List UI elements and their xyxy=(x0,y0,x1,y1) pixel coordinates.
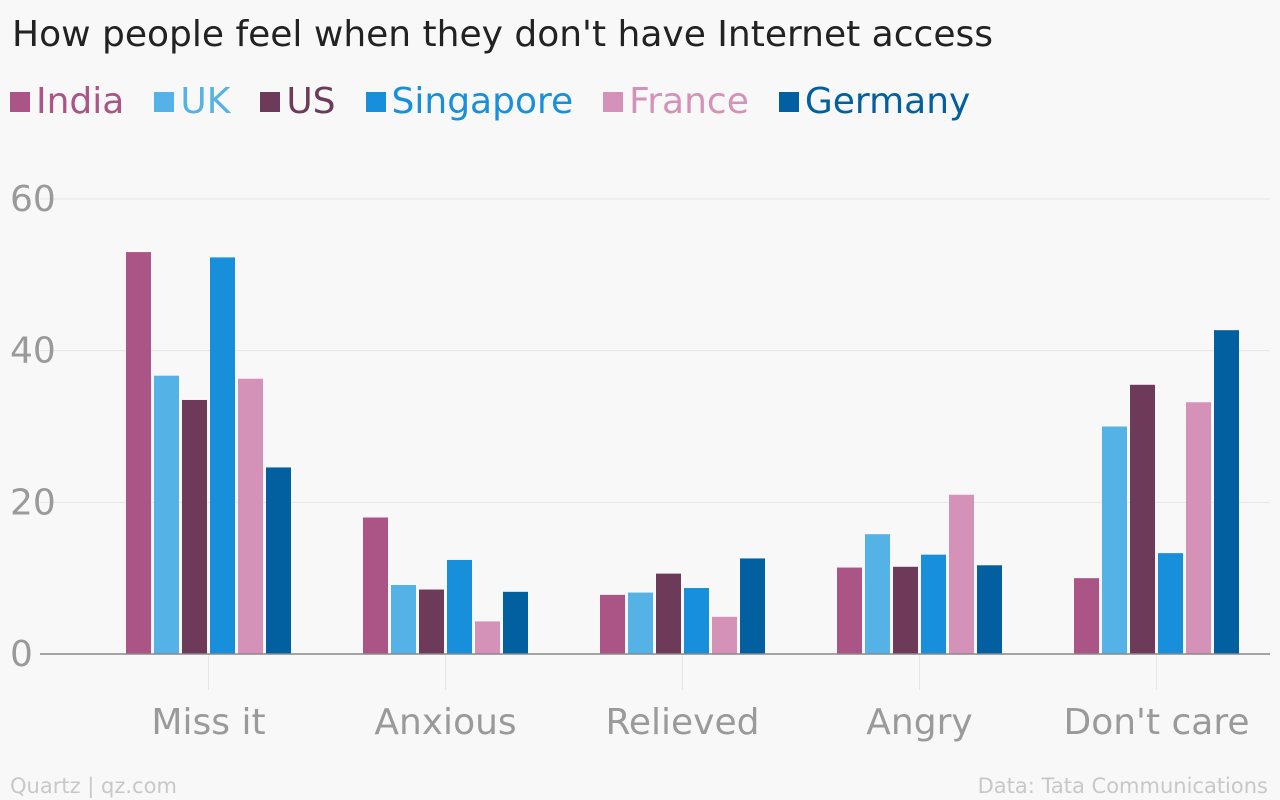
x-tick-label: Angry xyxy=(866,702,972,743)
x-tick-label: Miss it xyxy=(151,702,265,743)
bar-germany xyxy=(740,558,765,654)
bar-india xyxy=(1074,578,1099,654)
bar-uk xyxy=(1102,426,1127,654)
legend-swatch xyxy=(260,92,281,112)
chart-title: How people feel when they don't have Int… xyxy=(12,14,993,55)
bar-uk xyxy=(865,534,890,654)
legend-swatch xyxy=(778,92,799,112)
bar-singapore xyxy=(921,554,946,654)
bar-us xyxy=(1130,384,1155,654)
bar-singapore xyxy=(684,588,709,654)
y-tick-label: 0 xyxy=(10,634,33,675)
legend-item: Germany xyxy=(778,80,971,124)
legend-swatch xyxy=(365,92,386,112)
bar-france xyxy=(475,621,500,654)
bar-france xyxy=(712,616,737,654)
footer-credit: Quartz | qz.com xyxy=(10,774,177,798)
bar-singapore xyxy=(447,559,472,654)
chart-legend: India UK US Singapore France Germany xyxy=(10,80,1000,124)
bar-us xyxy=(656,573,681,654)
bar-us xyxy=(893,566,918,654)
footer-source: Data: Tata Communications xyxy=(977,774,1268,798)
bar-germany xyxy=(1214,330,1239,654)
legend-label: India xyxy=(36,81,125,122)
legend-swatch xyxy=(10,92,30,112)
bar-india xyxy=(600,594,625,654)
legend-item: Singapore xyxy=(365,80,574,124)
y-tick-label: 60 xyxy=(10,179,56,220)
legend-item: US xyxy=(260,80,336,124)
bar-india xyxy=(363,517,388,654)
legend-label: Germany xyxy=(804,81,971,122)
x-tick-label: Don't care xyxy=(1063,702,1249,743)
legend-item: France xyxy=(603,80,749,124)
legend-label: France xyxy=(629,81,749,122)
legend-label: UK xyxy=(180,81,231,122)
y-tick-label: 40 xyxy=(10,331,56,372)
x-tick-label: Relieved xyxy=(605,702,759,743)
bar-germany xyxy=(503,591,528,654)
legend-swatch xyxy=(603,92,624,112)
bar-india xyxy=(126,252,151,655)
bar-uk xyxy=(154,375,179,654)
bar-germany xyxy=(266,467,291,654)
bar-india xyxy=(837,567,862,654)
legend-swatch xyxy=(154,92,175,112)
bar-france xyxy=(1186,402,1211,654)
legend-label: Singapore xyxy=(391,81,574,122)
bar-france xyxy=(238,378,263,654)
x-tick-label: Anxious xyxy=(374,702,516,743)
legend-item: India xyxy=(10,80,124,124)
bar-singapore xyxy=(210,257,235,654)
legend-item: UK xyxy=(154,80,230,124)
bar-us xyxy=(419,589,444,654)
legend-label: US xyxy=(286,81,336,122)
bar-uk xyxy=(391,584,416,654)
bar-singapore xyxy=(1158,553,1183,654)
bar-france xyxy=(949,494,974,654)
bar-germany xyxy=(977,565,1002,654)
bar-us xyxy=(182,399,207,654)
y-tick-label: 20 xyxy=(10,482,56,523)
bar-uk xyxy=(628,592,653,654)
